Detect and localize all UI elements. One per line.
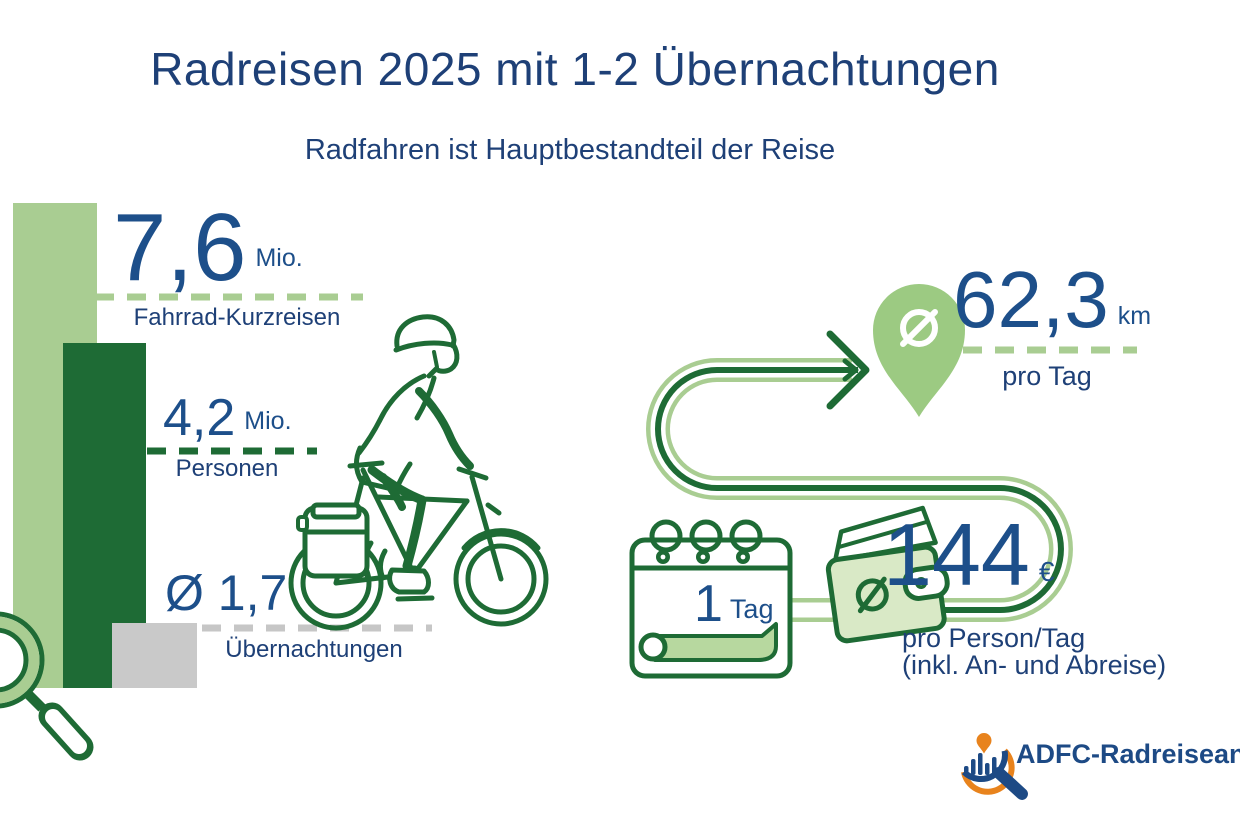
stat-tagesdistanz-unit: km — [1117, 302, 1152, 330]
stat-kurzreisen-unit: Mio. — [255, 244, 303, 272]
stat-kurzreisen-value: 7,6 — [113, 194, 247, 301]
stat-kosten: 144 € — [883, 511, 1054, 599]
stat-tagesdistanz-label: pro Tag — [1002, 361, 1092, 391]
adfc-logo-text: ADFC-Radreiseanalyse — [1016, 739, 1240, 769]
stat-kurzreisen: 7,6 Mio. — [113, 200, 303, 296]
magnifier-icon — [0, 611, 94, 761]
logo-bars-icon — [964, 753, 997, 775]
page-title: Radreisen 2025 mit 1-2 Übernachtungen — [150, 43, 1000, 95]
stat-kosten-sublabel: (inkl. An- und Abreise) — [902, 650, 1167, 680]
stat-personen-unit: Mio. — [244, 407, 292, 435]
stat-personen-value: 4,2 — [163, 389, 236, 447]
stat-uebernachtungen: Ø 1,7 — [165, 568, 287, 618]
arrow-right-icon — [826, 330, 870, 410]
stat-dauer-value: 1 — [694, 575, 723, 633]
page-subtitle: Radfahren ist Hauptbestandteil der Reise — [304, 134, 836, 166]
stat-kosten-value: 144 — [883, 505, 1030, 604]
wallet-icon — [825, 505, 950, 644]
stat-uebernachtungen-value: Ø 1,7 — [165, 565, 288, 621]
stat-uebernachtungen-label: Übernachtungen — [225, 636, 403, 663]
route-path — [646, 358, 1073, 622]
stat-personen-label: Personen — [175, 455, 279, 482]
stat-dauer: 1 Tag — [694, 578, 773, 630]
stat-tagesdistanz: 62,3 km — [953, 260, 1151, 340]
stat-personen: 4,2 Mio. — [163, 392, 292, 444]
location-pin-icon — [873, 284, 965, 417]
cyclist-icon — [288, 314, 549, 631]
stat-kurzreisen-label: Fahrrad-Kurzreisen — [133, 304, 341, 331]
diameter-icon — [855, 576, 889, 614]
stat-kosten-unit: € — [1038, 556, 1055, 587]
bar-uebernachtungen — [112, 623, 197, 688]
stat-kosten-label: pro Person/Tag — [902, 623, 1086, 653]
calendar-icon — [629, 519, 793, 679]
logo-pin-icon — [976, 733, 992, 754]
adfc-logo-icon — [957, 731, 1028, 800]
diameter-icon — [900, 309, 938, 347]
stat-dauer-unit: Tag — [729, 594, 774, 624]
stat-tagesdistanz-value: 62,3 — [953, 255, 1109, 344]
